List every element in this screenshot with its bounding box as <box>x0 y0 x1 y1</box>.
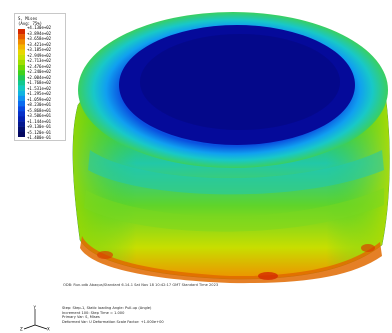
info-step: Step: Step-1, Static loading Angle: Pull… <box>62 306 152 310</box>
legend-value: +3.185e+02 <box>27 47 52 52</box>
legend-header: S, Mises (Avg: 75%) <box>18 16 42 26</box>
info-deformed-var: Deformed Var: U Deformation Scale Factor… <box>62 319 164 324</box>
legend-swatch <box>18 101 25 107</box>
legend-value: +8.230e+01 <box>27 102 52 107</box>
legend-value: +2.713e+02 <box>27 58 52 63</box>
legend-value: +1.531e+02 <box>27 85 52 91</box>
legend-value: +1.059e+02 <box>27 96 52 102</box>
legend-swatch <box>18 39 25 45</box>
legend-swatch <box>18 65 25 71</box>
legend-value: +2.949e+02 <box>27 52 52 58</box>
hot-spot <box>361 244 375 252</box>
legend-swatch <box>18 70 25 76</box>
legend-value: +2.004e+02 <box>27 74 52 80</box>
legend-swatch <box>18 34 25 40</box>
legend-swatch <box>18 95 25 102</box>
legend-value: +1.144e+01 <box>27 118 52 124</box>
legend-swatch <box>18 29 25 35</box>
legend-swatch <box>18 106 25 112</box>
legend-value: +2.240e+02 <box>27 69 52 74</box>
legend-swatch <box>18 49 25 55</box>
legend-value: +5.120e-01 <box>27 129 52 135</box>
triad-x-label: X <box>47 327 50 332</box>
legend-value: +2.476e+02 <box>27 63 52 69</box>
legend-value: +3.658e+02 <box>27 36 52 41</box>
legend-value: +1.400e-01 <box>27 135 52 140</box>
coordinate-triad: Y X Z <box>20 305 50 331</box>
legend-value: +1.768e+02 <box>27 80 52 85</box>
legend-value: +5.868e+01 <box>27 107 52 113</box>
legend-color-bar <box>18 29 25 137</box>
legend-value: +9.130e-01 <box>27 124 52 129</box>
hot-spot <box>97 251 113 259</box>
legend-swatch <box>18 131 25 137</box>
odb-status-line: ODB: Run.odb Abaqus/Standard 6.14-1 Sat … <box>63 283 219 287</box>
legend-swatch <box>18 121 25 127</box>
legend-swatch <box>18 54 25 61</box>
legend-swatch <box>18 85 25 91</box>
legend-title: S, Mises <box>18 16 38 21</box>
legend-subtitle: (Avg: 75%) <box>18 21 43 26</box>
legend-swatch <box>18 90 25 97</box>
inner-cavity-shade <box>140 34 340 130</box>
bottom-edge-stress <box>80 236 382 284</box>
info-increment: Increment 100: Step Time = 1.000 <box>62 310 125 315</box>
legend-swatch <box>18 111 25 117</box>
legend-value: +1.295e+02 <box>27 91 52 96</box>
info-primary-var: Primary Var: S, Mises <box>62 315 100 320</box>
legend-value: +3.894e+02 <box>27 30 52 36</box>
legend-value: +3.506e+01 <box>27 113 52 118</box>
legend-swatch <box>18 80 25 86</box>
legend-swatch <box>18 126 25 133</box>
legend-swatch <box>18 116 25 122</box>
legend-value: +3.421e+02 <box>27 41 52 47</box>
legend-swatch <box>18 59 25 66</box>
legend-swatch <box>18 75 25 81</box>
triad-y-label: Y <box>33 305 37 310</box>
hot-spot <box>258 272 278 280</box>
viewport-info: Step: Step-1, Static loading Angle: Pull… <box>62 306 164 324</box>
wall-band <box>88 150 384 195</box>
contour-legend: S, Mises (Avg: 75%) +4.130e+02 +3.894e+02… <box>14 13 66 141</box>
triad-z-label: Z <box>20 327 23 332</box>
wall-band <box>84 188 384 232</box>
legend-swatch <box>18 44 25 50</box>
legend-value: +4.130e+02 <box>27 25 52 30</box>
